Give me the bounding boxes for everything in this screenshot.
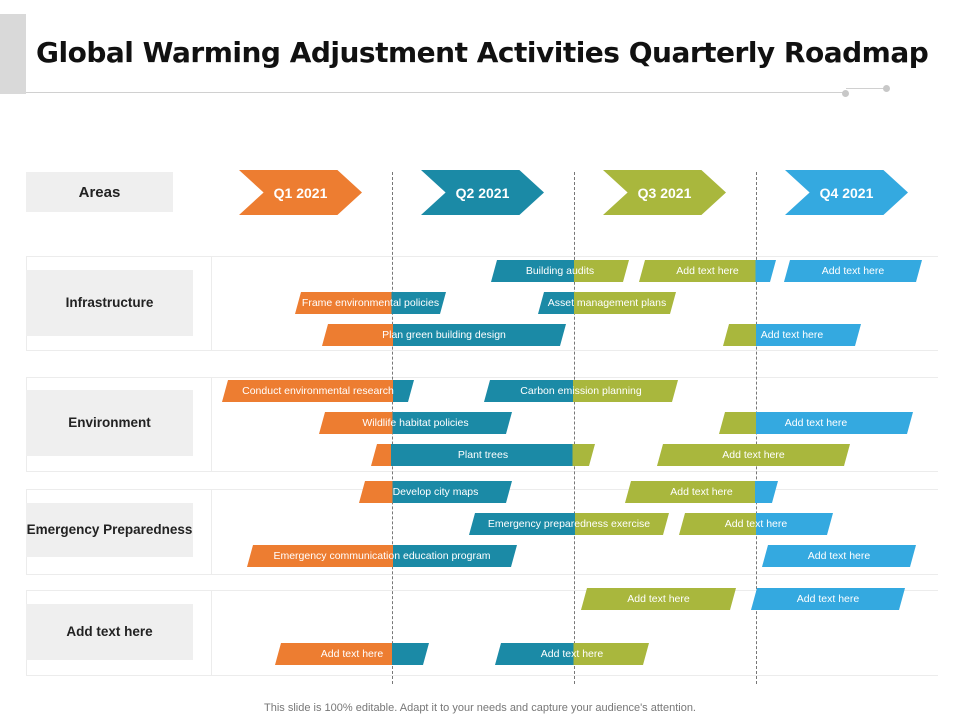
- activity-bar: Add text here: [723, 324, 861, 346]
- activity-bar: Add text here: [657, 444, 850, 466]
- title-divider-right: [846, 88, 886, 89]
- areas-header: Areas: [26, 172, 173, 212]
- area-label-emergency: Emergency Preparedness: [26, 503, 193, 557]
- activity-label: Add text here: [807, 550, 871, 562]
- area-label-other: Add text here: [26, 604, 193, 660]
- activity-label: Develop city maps: [392, 486, 479, 498]
- activity-bar: Frame environmental policies: [295, 292, 446, 314]
- activity-bar: Add text here: [762, 545, 916, 567]
- activity-label: Add text here: [627, 593, 690, 605]
- activity-bar: Emergency preparedness exercise: [469, 513, 669, 535]
- activity-label: Wildlife habitat policies: [362, 417, 469, 429]
- activity-label: Add text here: [760, 329, 824, 341]
- activity-label: Add text here: [722, 449, 785, 461]
- quarter-q1: Q1 2021: [239, 170, 362, 215]
- quarter-q2: Q2 2021: [421, 170, 544, 215]
- activity-label: Add text here: [670, 486, 733, 498]
- activity-bar: Add text here: [679, 513, 833, 535]
- activity-bar: Add text here: [275, 643, 429, 665]
- activity-label: Plant trees: [457, 449, 509, 461]
- activity-label: Add text here: [784, 417, 848, 429]
- activity-bar: Add text here: [625, 481, 778, 503]
- activity-bar: Add text here: [751, 588, 905, 610]
- activity-bar: Carbon emission planning: [484, 380, 678, 402]
- activity-bar: Develop city maps: [359, 481, 512, 503]
- quarter-q4: Q4 2021: [785, 170, 908, 215]
- activity-bar: Building audits: [491, 260, 629, 282]
- activity-label: Plan green building design: [382, 329, 506, 341]
- activity-bar: Add text here: [639, 260, 776, 282]
- divider-dot: [842, 90, 849, 97]
- activity-bar: Plan green building design: [322, 324, 566, 346]
- activity-label: Emergency preparedness exercise: [487, 518, 651, 530]
- activity-label: Add text here: [540, 648, 604, 660]
- activity-bar: Plant trees: [371, 444, 595, 466]
- quarter-divider: [574, 172, 575, 684]
- title-accent-block: [0, 14, 26, 94]
- activity-label: Carbon emission planning: [520, 385, 642, 397]
- footer-note: This slide is 100% editable. Adapt it to…: [264, 702, 696, 714]
- title-divider: [26, 92, 846, 93]
- quarter-q3: Q3 2021: [603, 170, 726, 215]
- activity-bar: Add text here: [495, 643, 649, 665]
- activity-label: Asset management plans: [547, 297, 667, 309]
- activity-bar: Asset management plans: [538, 292, 676, 314]
- activity-label: Emergency communication education progra…: [273, 550, 491, 562]
- activity-bar: Wildlife habitat policies: [319, 412, 512, 434]
- activity-bar: Add text here: [719, 412, 913, 434]
- activity-label: Add text here: [320, 648, 384, 660]
- activity-bar: Add text here: [784, 260, 922, 282]
- page-title: Global Warming Adjustment Activities Qua…: [36, 36, 929, 69]
- activity-bar: Conduct environmental research: [222, 380, 414, 402]
- activity-label: Add text here: [724, 518, 788, 530]
- activity-label: Frame environmental policies: [301, 297, 440, 309]
- area-label-environment: Environment: [26, 390, 193, 456]
- area-label-infrastructure: Infrastructure: [26, 270, 193, 336]
- activity-label: Add text here: [796, 593, 860, 605]
- activity-label: Add text here: [821, 265, 885, 277]
- activity-label: Conduct environmental research: [242, 385, 394, 397]
- activity-bar: Emergency communication education progra…: [247, 545, 517, 567]
- divider-dot: [883, 85, 890, 92]
- activity-label: Add text here: [676, 265, 739, 277]
- activity-label: Building audits: [525, 265, 595, 277]
- activity-bar: Add text here: [581, 588, 736, 610]
